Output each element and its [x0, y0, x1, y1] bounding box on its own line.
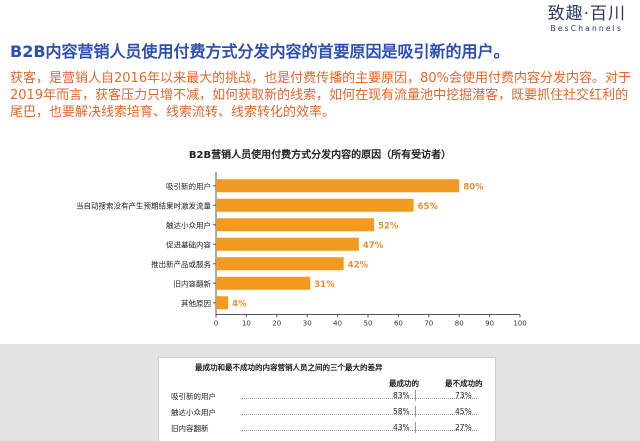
- value-most: 43%: [393, 423, 410, 432]
- x-tick-label: 20: [272, 320, 281, 328]
- value-most: 58%: [393, 407, 410, 416]
- bar: [216, 218, 375, 232]
- row-label: 旧内容翻新: [171, 424, 209, 433]
- differences-table: 最成功和最不成功的内容营销人员之间的三个最大的差异 最成功的 最不成功的 吸引新…: [158, 357, 496, 441]
- bar: [216, 237, 359, 251]
- dotted-leader: [241, 430, 477, 431]
- column-header-least: 最不成功的: [445, 379, 483, 388]
- x-tick-label: 90: [485, 320, 494, 328]
- brand-name-cn: 致趣·百川: [547, 4, 626, 24]
- row-label: 吸引新的用户: [171, 392, 216, 401]
- category-label: 当自动搜索没有产生预期结果时激发流量: [76, 200, 211, 210]
- data-label: 65%: [418, 202, 439, 212]
- bar: [216, 198, 414, 212]
- value-least: 45%: [455, 407, 472, 416]
- column-separator: [415, 390, 416, 401]
- data-label: 52%: [378, 221, 399, 231]
- x-tick-label: 10: [242, 320, 251, 328]
- bar: [216, 179, 460, 193]
- x-tick-label: 60: [394, 320, 403, 328]
- summary-paragraph: 获客，是营销人自2016年以来最大的挑战，也是付费传播的主要原因，80%会使用付…: [10, 71, 631, 120]
- bar: [216, 296, 229, 310]
- table-row: 旧内容翻新 43% 27%: [171, 420, 489, 436]
- bar-chart: 吸引新的用户 80% 当自动搜索没有产生预期结果时激发流量 65% 触达小众用户 52% 促…: [76, 172, 527, 328]
- headline: B2B内容营销人员使用付费方式分发内容的首要原因是吸引新的用户。: [10, 42, 510, 61]
- x-tick-label: 80: [455, 320, 464, 328]
- x-tick-label: 0: [214, 320, 218, 328]
- x-tick-label: 50: [364, 320, 373, 328]
- x-tick-label: 40: [333, 320, 342, 328]
- brand-name-en: BesChannels: [550, 24, 624, 33]
- data-label: 31%: [314, 280, 335, 290]
- table-row: 触达小众用户 58% 45%: [171, 404, 489, 420]
- value-least: 27%: [455, 423, 472, 432]
- column-header-most: 最成功的: [389, 379, 419, 388]
- data-label: 47%: [363, 241, 384, 251]
- category-label: 旧内容翻新: [174, 278, 212, 288]
- bar: [216, 276, 311, 290]
- x-tick-label: 100: [513, 320, 526, 328]
- value-most: 83%: [393, 391, 410, 400]
- table-row: 吸引新的用户 83% 73%: [171, 388, 489, 404]
- dotted-leader: [241, 414, 477, 415]
- x-tick-label: 30: [303, 320, 312, 328]
- dotted-leader: [241, 398, 477, 399]
- column-separator: [415, 406, 416, 417]
- value-least: 73%: [455, 391, 472, 400]
- x-tick-label: 70: [424, 320, 433, 328]
- data-label: 80%: [463, 182, 484, 192]
- brand-logo: 致趣·百川 BesChannels: [548, 4, 626, 34]
- category-label: 促进基础内容: [166, 239, 211, 249]
- chart-title: B2B营销人员使用付费方式分发内容的原因（所有受访者）: [188, 150, 452, 161]
- category-label: 触达小众用户: [166, 220, 211, 230]
- data-label: 4%: [232, 299, 247, 309]
- category-label: 其他原因: [181, 298, 211, 308]
- data-label: 42%: [348, 260, 369, 270]
- category-label: 推出新产品或服务: [151, 259, 211, 269]
- bar: [216, 257, 344, 271]
- differences-title: 最成功和最不成功的内容营销人员之间的三个最大的差异: [195, 363, 383, 372]
- category-label: 吸引新的用户: [166, 181, 211, 191]
- column-separator: [415, 422, 416, 433]
- row-label: 触达小众用户: [171, 408, 216, 417]
